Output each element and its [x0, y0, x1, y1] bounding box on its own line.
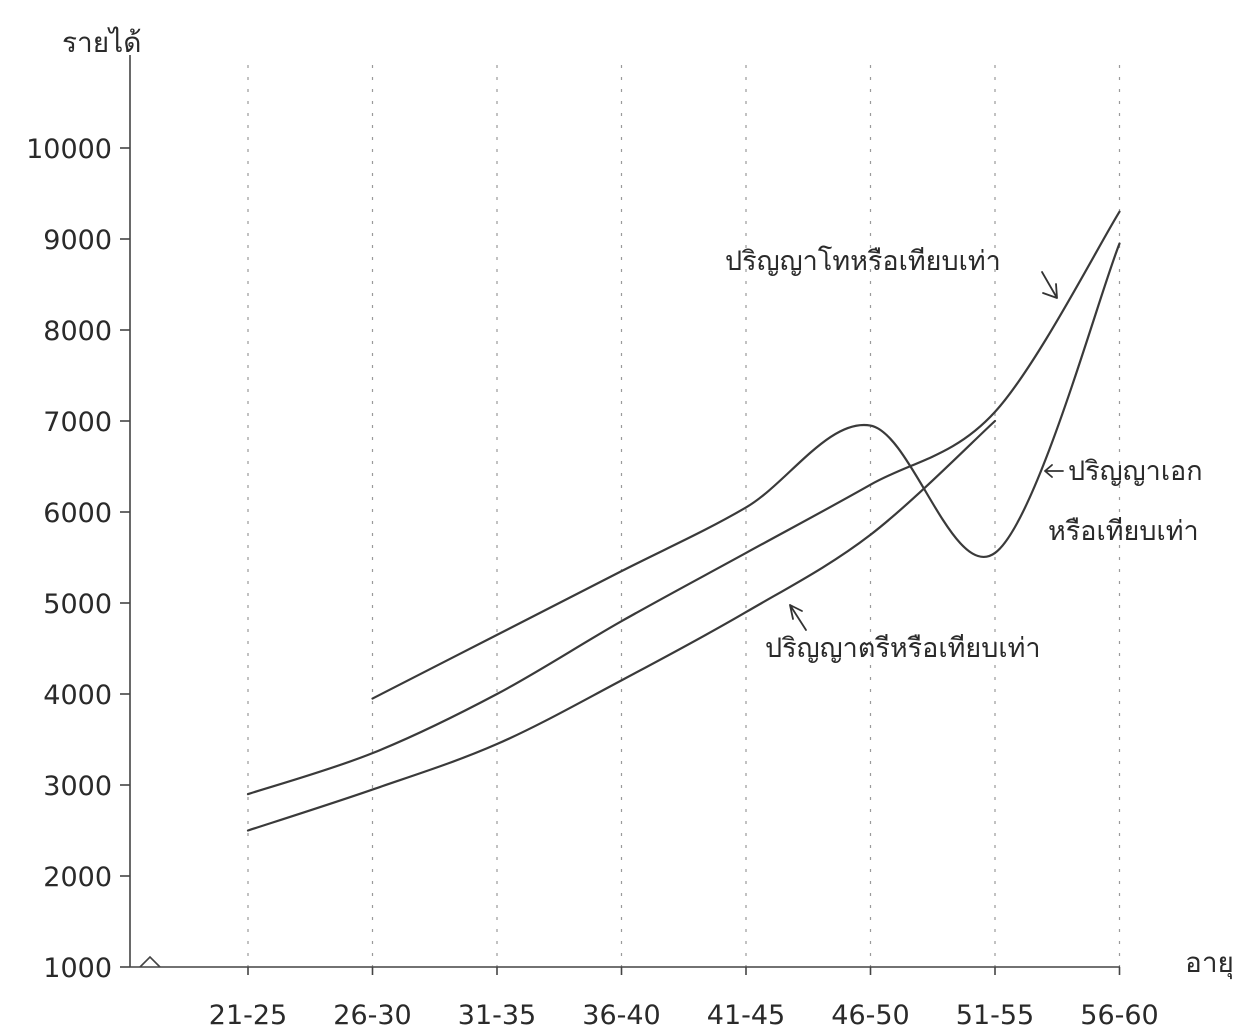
y-tick-label-2000: 2000 [43, 862, 112, 893]
x-tick-label-31-35: 31-35 [458, 1000, 536, 1031]
y-tick-label-10000: 10000 [26, 134, 112, 165]
y-tick-label-1000: 1000 [43, 953, 112, 984]
y-tick-label-8000: 8000 [43, 316, 112, 347]
x-axis-title: อายุ [1185, 946, 1234, 980]
x-tick-label-36-40: 36-40 [582, 1000, 660, 1031]
grid [247, 65, 1121, 967]
label-bachelors: ปริญญาตรีหรือเทียบเท่า [765, 633, 1041, 664]
x-tick-label-26-30: 26-30 [333, 1000, 411, 1031]
x-tick-label-56-60: 56-60 [1080, 1000, 1158, 1031]
y-tick-label-9000: 9000 [43, 225, 112, 256]
x-tick-label-51-55: 51-55 [956, 1000, 1034, 1031]
series-bachelors-line [246, 419, 997, 832]
y-tick-label-5000: 5000 [43, 589, 112, 620]
arrow-masters [1041, 271, 1058, 299]
series-masters-line [246, 210, 1121, 796]
axes [129, 55, 1120, 968]
label-masters: ปริญญาโทหรือเทียบเท่า [725, 246, 1001, 277]
y-tick-label-6000: 6000 [43, 498, 112, 529]
x-tick-label-41-45: 41-45 [707, 1000, 785, 1031]
y-axis-title: รายได้ [62, 26, 141, 59]
arrow-bachelors [789, 604, 807, 631]
series-doctorate-line [371, 242, 1121, 700]
axis-break-mark [139, 955, 161, 968]
series-lines [246, 210, 1121, 832]
y-ticks: 1000 2000 3000 4000 5000 6000 7000 8000 9000 1000… [26, 134, 130, 984]
label-doctorate-line1: ปริญญาเอก [1068, 456, 1203, 487]
x-ticks: 21-25 26-30 31-35 36-40 41-45 46-50 51-55 56-60 [209, 967, 1159, 1031]
arrow-doctorate [1044, 464, 1064, 478]
label-doctorate-line2: หรือเทียบเท่า [1048, 516, 1199, 547]
y-tick-label-3000: 3000 [43, 771, 112, 802]
x-tick-label-21-25: 21-25 [209, 1000, 287, 1031]
y-tick-label-4000: 4000 [43, 680, 112, 711]
x-tick-label-46-50: 46-50 [831, 1000, 909, 1031]
y-tick-label-7000: 7000 [43, 407, 112, 438]
